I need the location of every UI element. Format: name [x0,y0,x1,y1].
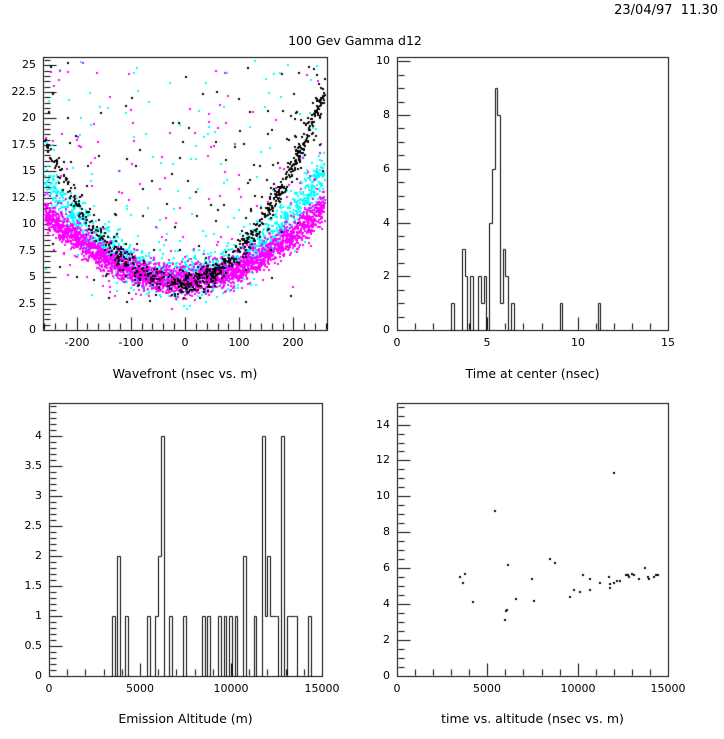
tick-label: 10000 [560,682,596,695]
timestamp: 23/04/97 11.30 [614,3,718,18]
tick-label: 0 [29,323,36,336]
tick-label: 25 [22,58,36,71]
tick-label: 4 [383,597,390,610]
tick-label: 5 [29,270,36,283]
tick-label: 6 [383,162,390,175]
page-title: 100 Gev Gamma d12 [288,33,422,48]
tick-label: 2.5 [24,519,43,532]
tick-label: 200 [282,336,304,349]
tick-label: 22.5 [11,85,37,98]
tick-label: -100 [118,336,144,349]
tick-label: 0 [45,682,53,695]
tick-label: 10 [376,54,390,67]
tick-label: 6 [383,561,390,574]
tick-label: 0 [383,669,390,682]
tick-label: 10 [571,336,585,349]
tick-label: 1 [35,609,42,622]
tick-label: 8 [383,525,390,538]
tick-label: 3.5 [24,459,43,472]
tick-label: 15 [22,164,36,177]
tick-label: 2 [383,633,390,646]
tick-label: 10 [376,489,390,502]
tick-label: 100 [228,336,250,349]
tick-label: 15000 [650,682,686,695]
emission-altitude-axis-label: Emission Altitude (m) [118,711,253,726]
tick-label: 7.5 [18,244,37,257]
tick-label: 10 [22,217,36,230]
tick-label: 2 [35,549,42,562]
time-vs-altitude-axis-label: time vs. altitude (nsec vs. m) [441,711,624,726]
tick-label: 0.5 [24,639,43,652]
tick-label: 0 [181,336,189,349]
tick-label: -200 [64,336,90,349]
tick-label: 15 [661,336,675,349]
tick-label: 5 [483,336,491,349]
tick-label: 0 [35,669,42,682]
tick-label: 12 [376,453,390,466]
tick-label: 17.5 [11,138,37,151]
tick-label: 15000 [304,682,340,695]
tick-label: 20 [22,111,36,124]
tick-label: 4 [35,429,42,442]
tick-label: 5000 [126,682,154,695]
tick-label: 0 [383,323,390,336]
tick-label: 8 [383,108,390,121]
tick-label: 0 [393,682,401,695]
tick-label: 2 [383,269,390,282]
wavefront-axis-label: Wavefront (nsec vs. m) [112,366,258,381]
tick-label: 12.5 [11,191,37,204]
tick-label: 5000 [473,682,501,695]
tick-label: 14 [376,418,390,431]
tick-label: 10000 [213,682,249,695]
tick-label: 3 [35,489,42,502]
tick-label: 4 [383,216,390,229]
tick-label: 1.5 [24,579,43,592]
time-at-center-axis-label: Time at center (nsec) [465,366,600,381]
tick-label: 0 [393,336,401,349]
tick-label: 2.5 [18,297,37,310]
